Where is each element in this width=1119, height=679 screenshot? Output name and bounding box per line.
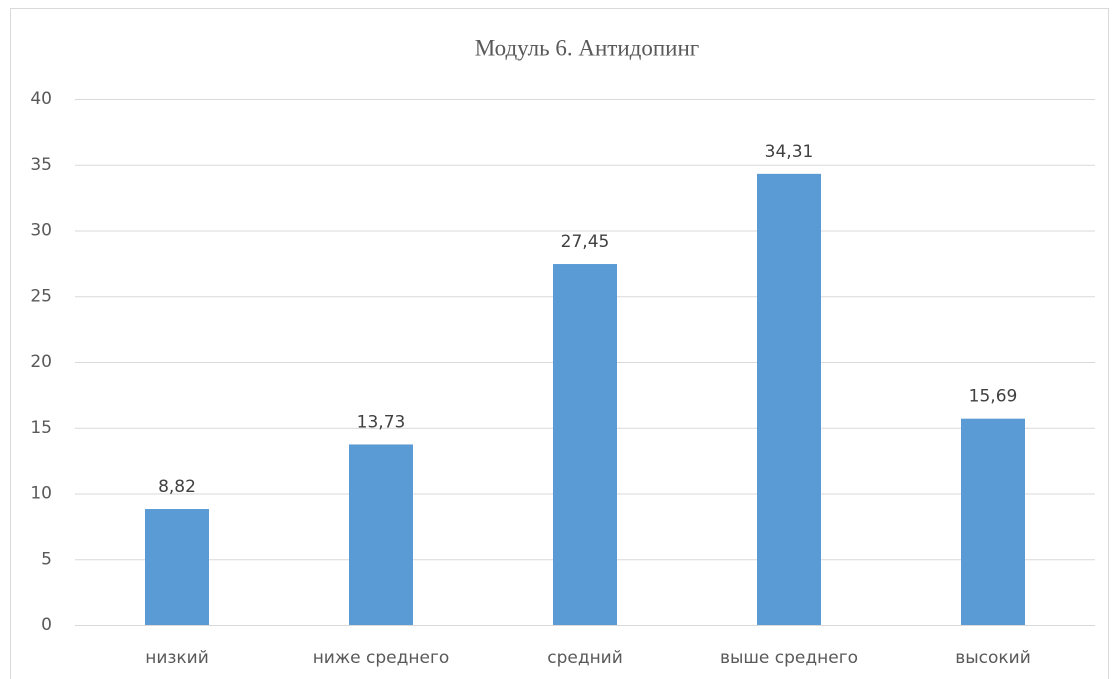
- value-label: 27,45: [561, 232, 610, 252]
- x-tick-label: высокий: [955, 648, 1031, 668]
- x-tick-label: низкий: [145, 648, 209, 668]
- y-tick-label: 40: [30, 89, 52, 109]
- value-label: 8,82: [158, 477, 196, 497]
- x-tick-label: ниже среднего: [313, 648, 450, 668]
- y-tick-label: 35: [30, 155, 52, 175]
- y-tick-label: 15: [30, 418, 52, 438]
- y-tick-label: 0: [41, 615, 52, 635]
- bar: [145, 509, 209, 625]
- chart-title: Модуль 6. Антидопинг: [475, 35, 699, 60]
- x-tick-label: средний: [547, 648, 623, 668]
- value-label: 34,31: [765, 142, 814, 162]
- y-tick-label: 30: [30, 221, 52, 241]
- value-label: 15,69: [969, 387, 1018, 407]
- bar: [349, 444, 413, 625]
- bar: [961, 418, 1025, 625]
- y-tick-label: 10: [30, 484, 52, 504]
- y-tick-label: 25: [30, 286, 52, 306]
- bar: [757, 173, 821, 626]
- bar: [553, 264, 617, 625]
- y-tick-label: 20: [30, 352, 52, 372]
- x-tick-label: выше среднего: [720, 648, 858, 668]
- y-tick-label: 5: [41, 549, 52, 569]
- value-label: 13,73: [357, 412, 406, 432]
